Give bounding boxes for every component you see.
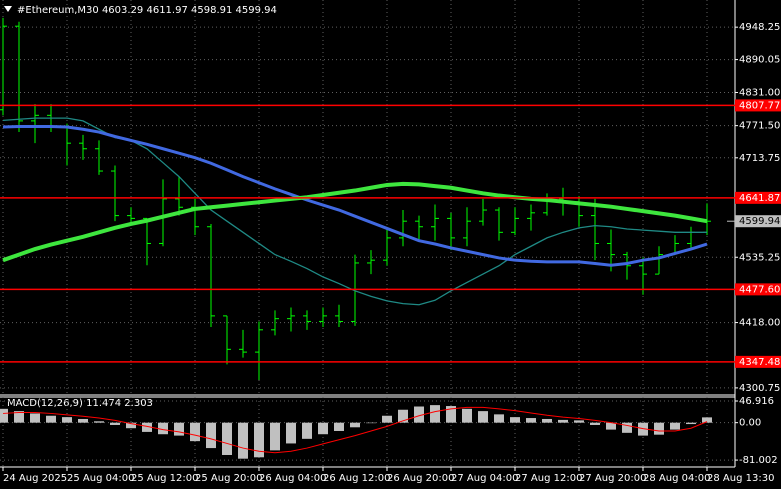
moving-average: [2, 181, 708, 263]
histogram-bar: [62, 417, 72, 423]
x-tick-label: 25 Aug 20:00: [195, 473, 262, 484]
histogram-bar: [462, 408, 472, 423]
histogram-bar: [622, 422, 632, 433]
level-label-box: [735, 191, 781, 204]
x-tick-label: 25 Aug 04:00: [67, 473, 134, 484]
y-tick-label: 4535.25: [739, 252, 780, 263]
histogram-bar: [158, 422, 168, 435]
y-tick-label: 4771.50: [739, 121, 780, 132]
y-tick-label: 4831.00: [739, 87, 780, 98]
x-tick-label: 27 Aug 04:00: [451, 473, 518, 484]
histogram-bar: [574, 420, 584, 423]
signal-line: [2, 406, 708, 454]
level-label-box: [735, 355, 781, 368]
histogram-bar: [606, 422, 616, 430]
histogram-bar: [206, 422, 216, 449]
histogram-bar: [414, 406, 424, 423]
histogram-bar: [110, 422, 120, 425]
y-tick-label: 4300.75: [739, 383, 780, 394]
histogram-bar: [270, 422, 280, 451]
y-tick-label: 4713.75: [739, 153, 780, 164]
x-tick-label: 26 Aug 12:00: [323, 473, 390, 484]
histogram-bar: [670, 422, 680, 430]
x-tick-label: 27 Aug 20:00: [579, 473, 646, 484]
histogram-bar: [702, 417, 712, 423]
y-tick-label: 4948.25: [739, 22, 780, 33]
last-price-box: [735, 215, 781, 228]
y-tick-label: 0.00: [739, 418, 761, 429]
histogram-bar: [590, 422, 600, 425]
histogram-bar: [126, 422, 136, 429]
histogram-bar: [366, 422, 376, 424]
indicator-title: MACD(12,26,9) 11.474 2.303: [7, 398, 153, 409]
level-label: 4641.87: [739, 193, 780, 204]
last-price-label: 4599.94: [739, 216, 780, 227]
histogram-bar: [446, 406, 456, 423]
y-tick-label: 46.916: [739, 396, 774, 407]
histogram-bar: [190, 422, 200, 442]
histogram-bar: [0, 408, 8, 423]
x-tick-label: 26 Aug 04:00: [259, 473, 326, 484]
histogram-bar: [350, 422, 360, 428]
moving-average: [2, 124, 708, 267]
level-label-box: [735, 283, 781, 296]
histogram-bar: [510, 417, 520, 423]
histogram-bar: [30, 413, 40, 423]
level-label: 4477.60: [739, 284, 780, 295]
menu-icon: [4, 6, 12, 12]
histogram-bar: [254, 422, 264, 458]
x-tick-label: 28 Aug 13:30: [707, 473, 774, 484]
histogram-bar: [398, 409, 408, 423]
histogram-bar: [94, 421, 104, 423]
histogram-bar: [558, 419, 568, 423]
x-tick-label: 25 Aug 12:00: [131, 473, 198, 484]
histogram-bar: [382, 415, 392, 423]
histogram-bar: [302, 422, 312, 439]
y-tick-label: 4418.00: [739, 318, 780, 329]
histogram-bar: [238, 422, 248, 459]
y-tick-label: 4890.05: [739, 55, 780, 66]
histogram-bar: [174, 422, 184, 436]
histogram-bar: [222, 422, 232, 455]
histogram-bar: [430, 405, 440, 423]
histogram-bar: [478, 411, 488, 423]
x-tick-label: 24 Aug 2025: [3, 473, 67, 484]
histogram-bar: [142, 422, 152, 432]
chart-title: #Ethereum,M30 4603.29 4611.97 4598.91 45…: [17, 5, 277, 16]
histogram-bar: [542, 418, 552, 423]
histogram-bar: [318, 422, 328, 435]
histogram-bar: [494, 414, 504, 423]
level-label: 4807.77: [739, 100, 780, 111]
histogram-bar: [286, 422, 296, 444]
x-tick-label: 26 Aug 20:00: [387, 473, 454, 484]
level-label-box: [735, 99, 781, 112]
x-tick-label: 28 Aug 04:00: [643, 473, 710, 484]
histogram-bar: [686, 422, 696, 425]
histogram-bar: [46, 415, 56, 423]
level-label: 4347.48: [739, 357, 780, 368]
y-tick-label: -81.002: [739, 455, 778, 466]
histogram-bar: [654, 422, 664, 435]
histogram-bar: [78, 418, 88, 423]
histogram-bar: [334, 422, 344, 431]
x-tick-label: 27 Aug 12:00: [515, 473, 582, 484]
histogram-bar: [14, 411, 24, 423]
histogram-bar: [526, 418, 536, 423]
